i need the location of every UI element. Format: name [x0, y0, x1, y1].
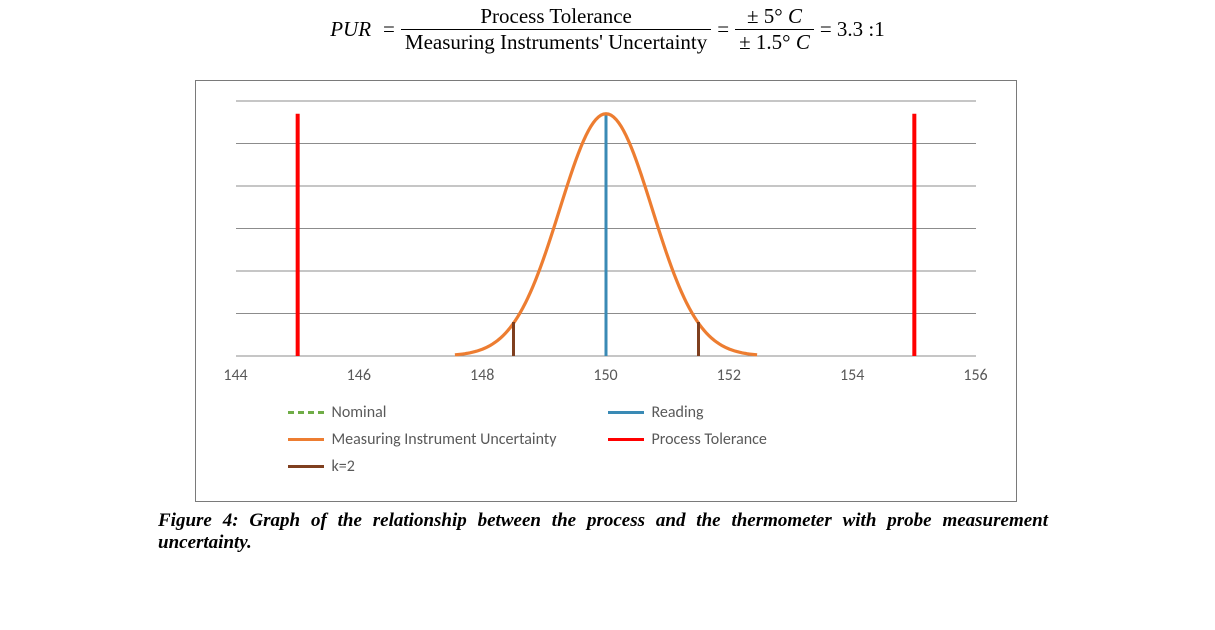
pur-equation: PUR = Process Tolerance Measuring Instru…: [0, 0, 1215, 55]
legend: Nominal Reading Measuring Instrument Unc…: [288, 399, 938, 480]
x-axis-labels: 144146148150152154156: [236, 366, 976, 392]
chart-svg: [236, 101, 976, 356]
eq-fraction-values: ± 5° C ± 1.5° C: [735, 4, 814, 55]
eq-num2-unit: C: [788, 4, 802, 28]
legend-swatch-nominal: [288, 411, 324, 414]
legend-label-tolerance: Process Tolerance: [652, 430, 767, 449]
x-tick-label: 146: [347, 366, 371, 385]
eq-fraction-text: Process Tolerance Measuring Instruments'…: [401, 4, 711, 55]
eq-den2-unit: C: [796, 30, 810, 54]
eq-eq1: =: [383, 17, 395, 42]
x-tick-label: 150: [593, 366, 617, 385]
legend-swatch-tolerance: [608, 438, 644, 441]
legend-label-miu: Measuring Instrument Uncertainty: [332, 430, 557, 449]
legend-label-k2: k=2: [332, 457, 355, 476]
plot-region: [236, 101, 976, 356]
legend-item-k2: k=2: [288, 457, 608, 476]
chart-box: 144 146 148 150 152 154 156 Nominal Reading: [195, 80, 1017, 502]
legend-swatch-reading: [608, 411, 644, 414]
page-root: PUR = Process Tolerance Measuring Instru…: [0, 0, 1215, 630]
x-tick-label: 144: [223, 366, 247, 385]
x-tick-label: 154: [840, 366, 864, 385]
eq-num2-val: ± 5°: [747, 4, 783, 28]
eq-result: = 3.3 :1: [820, 17, 885, 42]
x-tick-label: 156: [963, 366, 987, 385]
legend-swatch-miu: [288, 438, 324, 441]
figure-caption: Figure 4: Graph of the relationship betw…: [158, 510, 1048, 554]
eq-eq2: =: [717, 17, 729, 42]
eq-den2: ± 1.5° C: [735, 30, 814, 55]
legend-item-reading: Reading: [608, 403, 928, 422]
eq-den2-val: ± 1.5°: [739, 30, 790, 54]
legend-item-tolerance: Process Tolerance: [608, 430, 928, 449]
legend-label-nominal: Nominal: [332, 403, 387, 422]
legend-item-nominal: Nominal: [288, 403, 608, 422]
eq-den1: Measuring Instruments' Uncertainty: [401, 30, 711, 55]
eq-num1: Process Tolerance: [476, 4, 636, 29]
figure-wrapper: 144 146 148 150 152 154 156 Nominal Reading: [158, 80, 1053, 554]
eq-lhs: PUR: [330, 17, 371, 42]
legend-swatch-k2: [288, 465, 324, 468]
legend-row: Nominal Reading Measuring Instrument Unc…: [288, 399, 938, 480]
x-tick-label: 148: [470, 366, 494, 385]
x-tick-label: 152: [717, 366, 741, 385]
eq-num2: ± 5° C: [743, 4, 806, 29]
legend-item-miu: Measuring Instrument Uncertainty: [288, 430, 608, 449]
legend-label-reading: Reading: [652, 403, 704, 422]
